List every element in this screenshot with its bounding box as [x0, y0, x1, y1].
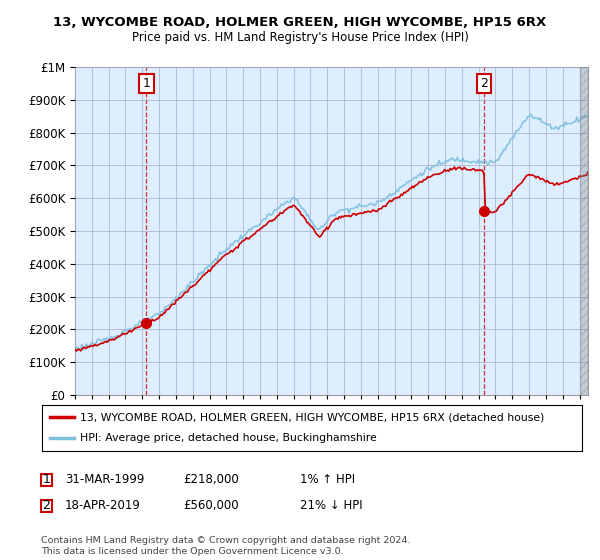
- Text: 18-APR-2019: 18-APR-2019: [65, 499, 140, 512]
- Bar: [580, 67, 588, 395]
- Text: £218,000: £218,000: [183, 473, 239, 487]
- Text: Contains HM Land Registry data © Crown copyright and database right 2024.
This d: Contains HM Land Registry data © Crown c…: [41, 536, 410, 556]
- Text: £560,000: £560,000: [183, 499, 239, 512]
- Text: 1: 1: [43, 473, 50, 487]
- Text: 31-MAR-1999: 31-MAR-1999: [65, 473, 144, 487]
- Text: HPI: Average price, detached house, Buckinghamshire: HPI: Average price, detached house, Buck…: [80, 433, 377, 444]
- Text: 2: 2: [480, 77, 488, 90]
- Text: 21% ↓ HPI: 21% ↓ HPI: [300, 499, 362, 512]
- Text: Price paid vs. HM Land Registry's House Price Index (HPI): Price paid vs. HM Land Registry's House …: [131, 31, 469, 44]
- Text: 13, WYCOMBE ROAD, HOLMER GREEN, HIGH WYCOMBE, HP15 6RX (detached house): 13, WYCOMBE ROAD, HOLMER GREEN, HIGH WYC…: [80, 412, 544, 422]
- Text: 13, WYCOMBE ROAD, HOLMER GREEN, HIGH WYCOMBE, HP15 6RX: 13, WYCOMBE ROAD, HOLMER GREEN, HIGH WYC…: [53, 16, 547, 29]
- Text: 1% ↑ HPI: 1% ↑ HPI: [300, 473, 355, 487]
- Text: 2: 2: [43, 499, 50, 512]
- Text: 1: 1: [143, 77, 151, 90]
